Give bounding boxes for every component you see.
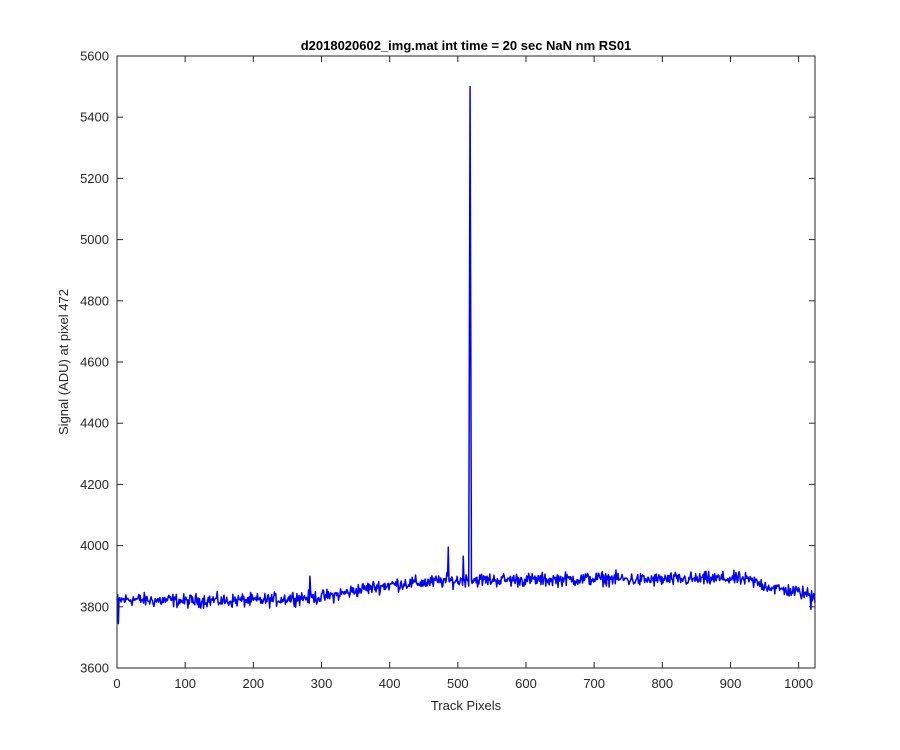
x-tick-label: 300 <box>311 676 333 691</box>
y-tick-label: 5200 <box>80 171 109 186</box>
y-axis-label: Signal (ADU) at pixel 472 <box>56 289 71 435</box>
data-layer <box>116 85 816 625</box>
plot-area <box>117 56 815 668</box>
x-tick-label: 200 <box>242 676 264 691</box>
tick-layer: 0 100 200 300 400 500 600 700 800 900 1000 3600 3800… <box>80 49 815 691</box>
y-tick-label: 4200 <box>80 477 109 492</box>
y-tick-label: 5000 <box>80 232 109 247</box>
series-line <box>116 85 816 625</box>
y-tick-label: 3600 <box>80 661 109 676</box>
x-tick-label: 400 <box>379 676 401 691</box>
x-tick-label: 100 <box>174 676 196 691</box>
y-tick-label: 4600 <box>80 355 109 370</box>
chart-title: d2018020602_img.mat int time = 20 sec Na… <box>301 38 632 53</box>
y-tick-label: 4800 <box>80 293 109 308</box>
y-tick-label: 4000 <box>80 538 109 553</box>
y-tick-label: 5600 <box>80 49 109 64</box>
x-tick-label: 0 <box>113 676 120 691</box>
x-tick-label: 800 <box>651 676 673 691</box>
x-tick-label: 900 <box>720 676 742 691</box>
x-tick-label: 500 <box>447 676 469 691</box>
x-tick-label: 1000 <box>784 676 813 691</box>
x-tick-label: 700 <box>583 676 605 691</box>
y-tick-label: 3800 <box>80 599 109 614</box>
x-tick-label: 600 <box>515 676 537 691</box>
x-axis-label: Track Pixels <box>431 698 502 713</box>
y-tick-label: 5400 <box>80 110 109 125</box>
y-tick-label: 4400 <box>80 416 109 431</box>
